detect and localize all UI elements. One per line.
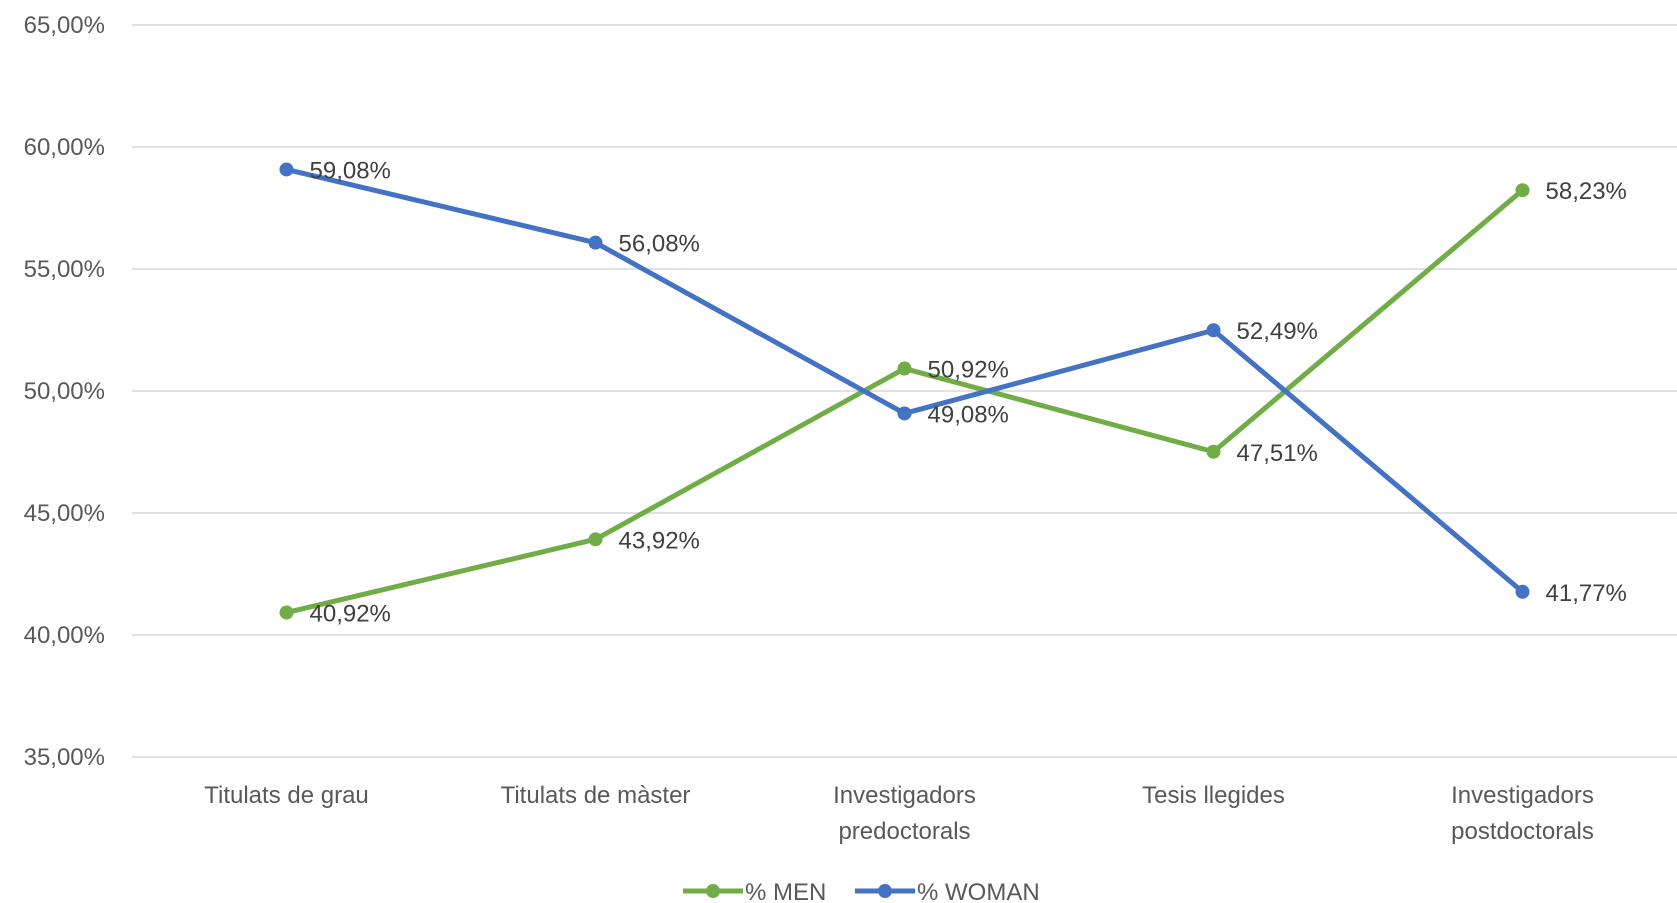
x-axis-category-labels: Titulats de grau Titulats de màster Invest… xyxy=(204,782,1594,845)
y-axis-tick-labels: 35,00% 40,00% 45,00% 50,00% 55,00% 60,00% 65,0… xyxy=(24,12,105,771)
y-tick-label: 35,00% xyxy=(24,744,105,771)
data-label: 40,92% xyxy=(310,601,391,628)
data-point xyxy=(588,532,603,547)
data-point xyxy=(1515,584,1530,599)
data-label: 49,08% xyxy=(928,401,1009,428)
x-category-label: Titulats de màster xyxy=(501,782,691,809)
y-tick-label: 45,00% xyxy=(24,500,105,527)
x-category-label: Investigadors xyxy=(1451,782,1594,809)
data-point xyxy=(1206,323,1221,338)
data-point xyxy=(897,361,912,376)
data-label: 43,92% xyxy=(619,527,700,554)
data-label: 52,49% xyxy=(1237,318,1318,345)
legend-label: % WOMAN xyxy=(917,879,1040,903)
y-tick-label: 50,00% xyxy=(24,378,105,405)
data-label: 47,51% xyxy=(1237,440,1318,467)
x-category-label: Investigadors xyxy=(833,782,976,809)
data-label: 50,92% xyxy=(928,357,1009,384)
data-labels-layer: 40,92% 43,92% 50,92% 47,51% 58,23% 59,08% 56,0… xyxy=(310,157,1627,627)
legend-marker xyxy=(878,884,892,898)
data-label: 41,77% xyxy=(1546,580,1627,607)
x-category-label: Tesis llegides xyxy=(1142,782,1285,809)
y-tick-label: 65,00% xyxy=(24,12,105,39)
legend-label: % MEN xyxy=(745,879,826,903)
x-category-label: postdoctorals xyxy=(1451,818,1594,845)
data-point xyxy=(588,235,603,250)
series-layer xyxy=(279,162,1530,620)
legend: % MEN % WOMAN xyxy=(683,879,1040,903)
data-point xyxy=(1515,183,1530,198)
legend-marker xyxy=(706,884,720,898)
series-line-0 xyxy=(284,187,1525,616)
y-tick-label: 40,00% xyxy=(24,622,105,649)
data-point xyxy=(279,605,294,620)
data-point xyxy=(279,162,294,177)
data-point xyxy=(1206,444,1221,459)
data-point xyxy=(897,406,912,421)
data-label: 58,23% xyxy=(1546,178,1627,205)
data-label: 59,08% xyxy=(310,157,391,184)
x-category-label: predoctorals xyxy=(838,818,970,845)
data-label: 56,08% xyxy=(619,231,700,258)
series-line-1 xyxy=(284,166,1525,595)
y-tick-label: 60,00% xyxy=(24,134,105,161)
y-tick-label: 55,00% xyxy=(24,256,105,283)
grid-lines xyxy=(132,24,1677,758)
x-category-label: Titulats de grau xyxy=(204,782,369,809)
